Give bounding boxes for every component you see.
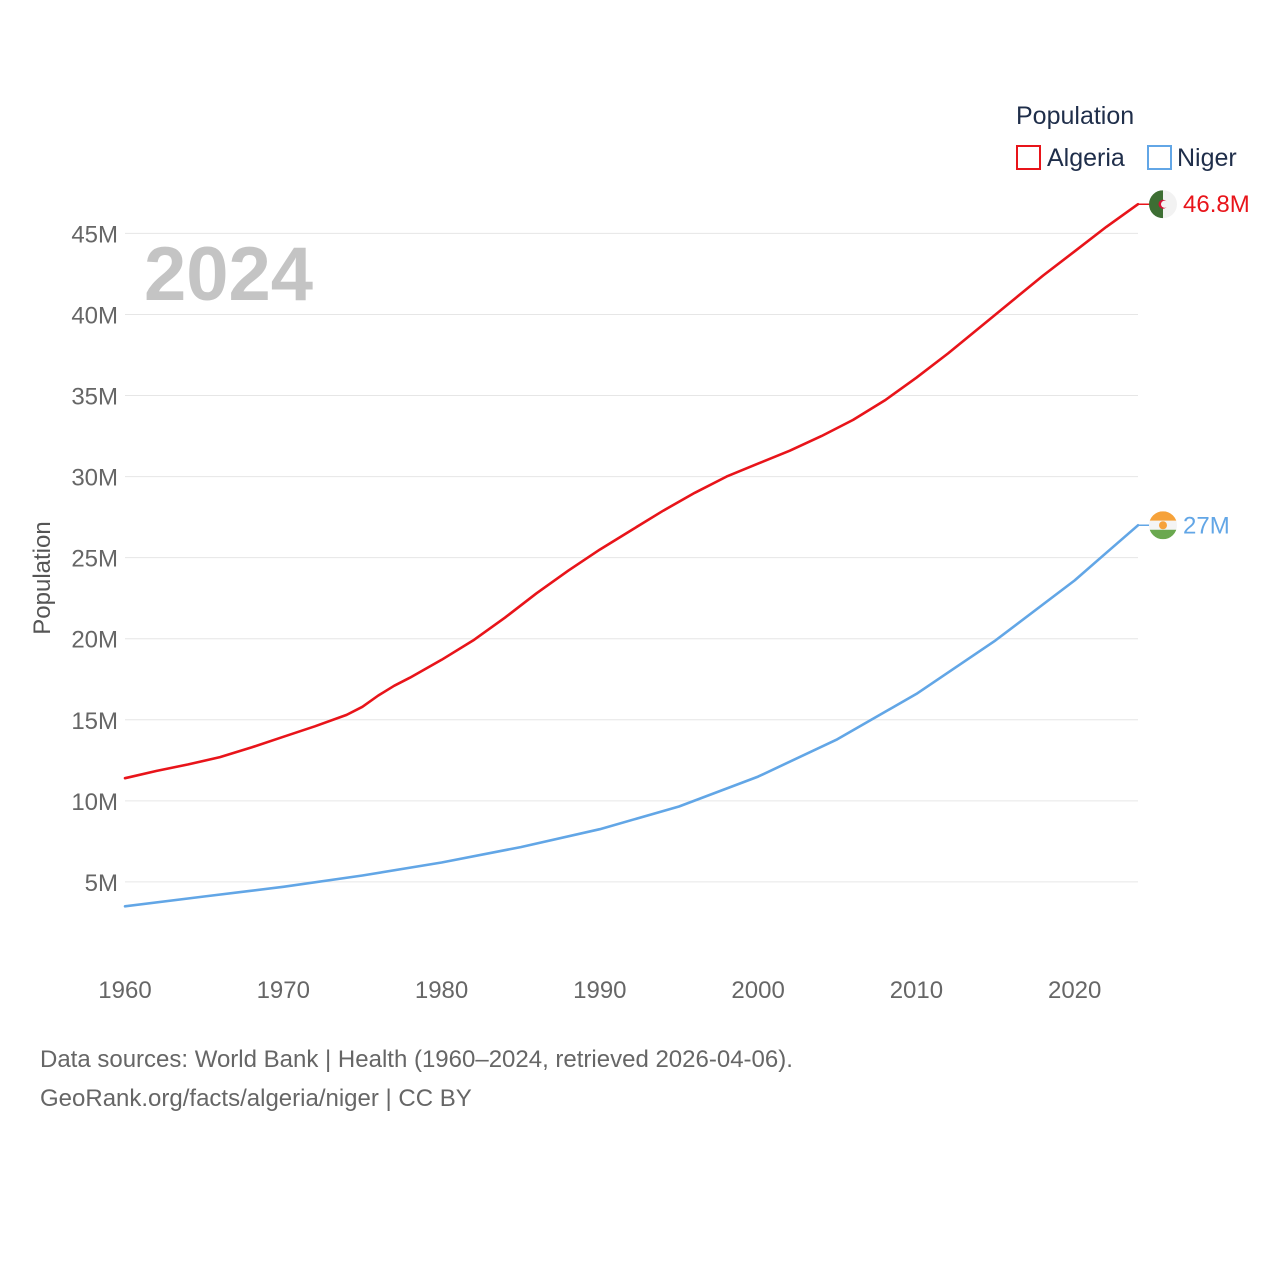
legend-label-algeria: Algeria [1047, 144, 1125, 172]
x-tick-label: 1990 [573, 977, 626, 1004]
x-tick-label: 1970 [257, 977, 310, 1004]
x-axis-ticks: 1960 1970 1980 1990 2000 2010 2020 [98, 977, 1101, 1004]
legend-item-niger[interactable]: Niger [1147, 144, 1237, 172]
y-tick-label: 40M [71, 302, 118, 329]
x-tick-label: 2000 [731, 977, 784, 1004]
series-lines [123, 202, 1140, 908]
series-line-algeria[interactable] [123, 202, 1140, 780]
year-display: 2024 [144, 232, 313, 317]
chart-footer: Data sources: World Bank | Health (1960–… [40, 1040, 793, 1118]
algeria-flag-icon [1149, 190, 1177, 219]
source-link[interactable]: GeoRank.org/facts/algeria/niger | CC BY [40, 1085, 472, 1112]
series-endpoints: 46.8M 27M [1138, 190, 1250, 540]
data-sources-note: Data sources: World Bank | Health (1960–… [40, 1046, 793, 1073]
y-tick-label: 45M [71, 221, 118, 248]
legend-item-algeria[interactable]: Algeria [1016, 144, 1125, 172]
x-tick-label: 2010 [890, 977, 943, 1004]
y-axis-ticks: 5M 10M 15M 20M 25M 30M 35M 40M 45M [71, 221, 118, 897]
legend-swatch-niger [1147, 145, 1172, 170]
series-line-niger[interactable] [123, 523, 1140, 908]
y-tick-label: 15M [71, 708, 118, 735]
y-tick-label: 25M [71, 546, 118, 573]
y-tick-label: 35M [71, 384, 118, 411]
legend-title: Population [1016, 102, 1134, 130]
y-tick-label: 30M [71, 465, 118, 492]
x-tick-label: 1960 [98, 977, 151, 1004]
x-tick-label: 1980 [415, 977, 468, 1004]
niger-flag-icon [1149, 511, 1177, 540]
y-axis-title: Population [29, 521, 56, 634]
legend: Population Algeria Niger [1016, 102, 1237, 172]
grid-lines [125, 232, 1138, 883]
y-tick-label: 20M [71, 627, 118, 654]
y-tick-label: 10M [71, 789, 118, 816]
y-tick-label: 5M [85, 870, 118, 897]
x-tick-label: 2020 [1048, 977, 1101, 1004]
legend-label-niger: Niger [1177, 144, 1237, 172]
end-value-label-algeria: 46.8M [1183, 191, 1250, 218]
legend-swatch-algeria [1016, 145, 1041, 170]
end-value-label-niger: 27M [1183, 512, 1230, 539]
